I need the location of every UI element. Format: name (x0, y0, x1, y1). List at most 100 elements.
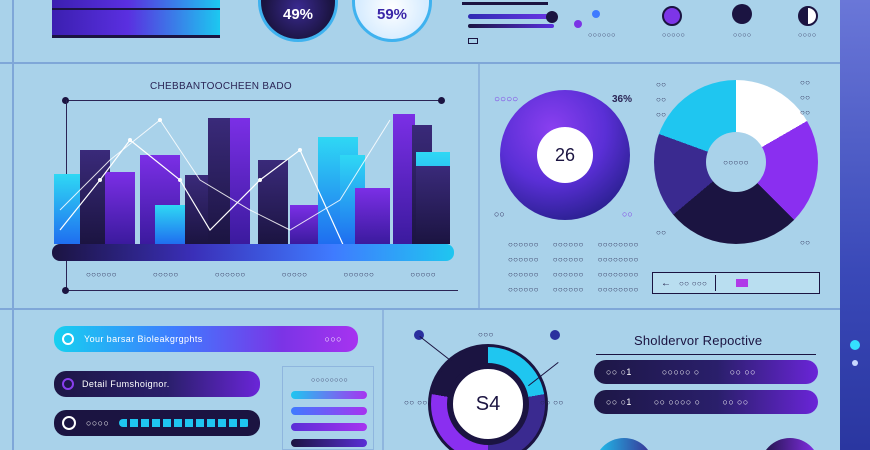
frame-divider-middle (0, 308, 840, 310)
bar-chart-top-line (64, 100, 444, 101)
knob-1[interactable] (662, 6, 682, 26)
donut-top-left-label: ○○○○ (494, 94, 519, 105)
progress-row-text: ○○○○ (86, 418, 110, 428)
bottom-left-panel (28, 310, 384, 450)
gauge-right: 59% (352, 0, 432, 42)
slider-dot-a[interactable] (574, 20, 582, 28)
x-label: ○○○○○ (152, 270, 179, 279)
responsive-title: Sholdervor Repoctive (634, 333, 763, 348)
donut-bottom-left-label: ○○ (494, 209, 505, 219)
bottom-gauge[interactable]: S4 (428, 344, 548, 450)
slider-track-1[interactable] (462, 2, 548, 5)
slider-track-2[interactable] (468, 14, 554, 19)
list-bar-3[interactable] (291, 423, 367, 431)
pie-left-bottom-labels: ○○ (656, 228, 666, 237)
arrow-left-icon: ← (661, 277, 671, 289)
top-bar-block (52, 0, 220, 38)
list-bar-2[interactable] (291, 407, 367, 415)
donut-table: ○○○○○○ ○○○○○○ ○○○○○○○○ ○○○○○○ ○○○○○○ ○○○… (508, 240, 639, 294)
trend-line-1 (59, 139, 351, 261)
list-bar-4[interactable] (291, 439, 367, 447)
gauge-leader-left (419, 336, 450, 361)
gauge-pin-right (550, 330, 560, 340)
pie-legend-bar[interactable]: ← ○○ ○○○ (652, 272, 820, 294)
knob-label-2: ○○○○ (733, 32, 752, 39)
bar-8 (230, 118, 250, 244)
search-text: Your barsar Bioleakgrgphts (84, 334, 203, 344)
responsive-row-1[interactable]: ○○ ○1 ○○○○○ ○ ○○ ○○ (594, 360, 818, 384)
mini-chart-left (594, 438, 654, 450)
donut-chart[interactable]: 26 (500, 90, 630, 220)
bar-chart-x-axis (66, 290, 458, 291)
bottom-gauge-value: S4 (447, 363, 529, 445)
pie-chart[interactable]: ○○○○○ (654, 80, 818, 244)
knob-label-3: ○○○○ (798, 32, 817, 39)
bar-chart-marker-left (62, 97, 69, 104)
bar-10 (290, 205, 320, 244)
pie-center: ○○○○○ (706, 132, 766, 192)
bar-17 (416, 166, 450, 244)
slider-dot-b[interactable] (592, 10, 600, 18)
pie-label: ○○ (656, 110, 667, 119)
knob-3[interactable] (798, 6, 818, 26)
side-rail-dot[interactable] (850, 340, 860, 350)
table-row: ○○○○○○ ○○○○○○ ○○○○○○○○ (508, 240, 639, 249)
table-row: ○○○○○○ ○○○○○○ ○○○○○○○○ (508, 285, 639, 294)
pie-label: ○○ (656, 80, 667, 89)
bar-chart-marker-right (438, 97, 445, 104)
x-label: ○○○○○ (410, 270, 436, 279)
slider-caption: ○○○○○○ (588, 32, 616, 39)
slider-mini-icon (468, 38, 478, 44)
donut-center-value: 26 (537, 127, 593, 183)
table-row: ○○○○○○ ○○○○○○ ○○○○○○○○ (508, 270, 639, 279)
pie-label: ○○ (656, 95, 667, 104)
gauge-pin-left (414, 330, 424, 340)
table-row: ○○○○○○ ○○○○○○ ○○○○○○○○ (508, 255, 639, 264)
frame-divider-left (12, 0, 14, 450)
slider-track-3[interactable] (468, 24, 554, 28)
side-rail (840, 0, 870, 450)
knob-label-1: ○○○○○ (662, 32, 686, 39)
list-bar-1[interactable] (291, 391, 367, 399)
bar-13 (355, 188, 390, 244)
bar-chart-svg (54, 114, 450, 261)
pie-label: ○○ (800, 238, 811, 247)
gauge-right-label: ○○ ○○ (540, 398, 564, 407)
pie-label: ○○ (800, 93, 811, 102)
donut-bottom-right-label: ○○ (622, 209, 633, 219)
donut-panel (478, 64, 838, 308)
bar-1 (54, 174, 84, 244)
side-rail-dot-small[interactable] (852, 360, 858, 366)
knob-2[interactable] (732, 4, 752, 24)
donut-top-right-label: 36% (612, 94, 633, 105)
detail-row[interactable]: Detail Fumshoignor. (54, 371, 260, 397)
pie-left-labels: ○○ ○○ ○○ (656, 80, 666, 119)
gauge-left-value: 49% (282, 6, 314, 23)
bar-chart-title: CHEBBANTOOCHEEN BADO (150, 81, 292, 92)
trend-line-2 (59, 119, 391, 231)
x-label: ○○○○○○ (86, 270, 117, 279)
trend-points (98, 118, 302, 182)
bar-5 (155, 205, 185, 244)
gauge-left-label: ○○ ○○ (404, 398, 428, 407)
progress-row[interactable]: ○○○○ (54, 410, 260, 436)
pie-label: ○○ (800, 108, 811, 117)
gauge-left: 49% (258, 0, 338, 42)
slider-knob-2[interactable] (546, 11, 558, 23)
responsive-row-2[interactable]: ○○ ○1 ○○ ○○○○ ○ ○○ ○○ (594, 390, 818, 414)
check-icon (62, 416, 76, 430)
detail-row-text: Detail Fumshoignor. (82, 379, 170, 389)
pie-legend-text: ○○ ○○○ (679, 278, 708, 288)
x-label: ○○○○○○ (214, 270, 246, 279)
bar-3 (105, 172, 135, 244)
search-bar[interactable]: Your barsar Bioleakgrgphts ○○○ (54, 326, 358, 352)
gauge-top-label: ○○○ (478, 330, 494, 339)
search-suffix: ○○○ (324, 334, 342, 344)
list-header: ○○○○○○○○ (311, 377, 349, 384)
radio-icon (62, 378, 74, 390)
legend-swatch (736, 279, 749, 287)
frame-divider-top (0, 62, 840, 64)
progress-dots (119, 419, 250, 427)
pie-label: ○○ (800, 78, 811, 87)
search-icon (62, 333, 74, 345)
